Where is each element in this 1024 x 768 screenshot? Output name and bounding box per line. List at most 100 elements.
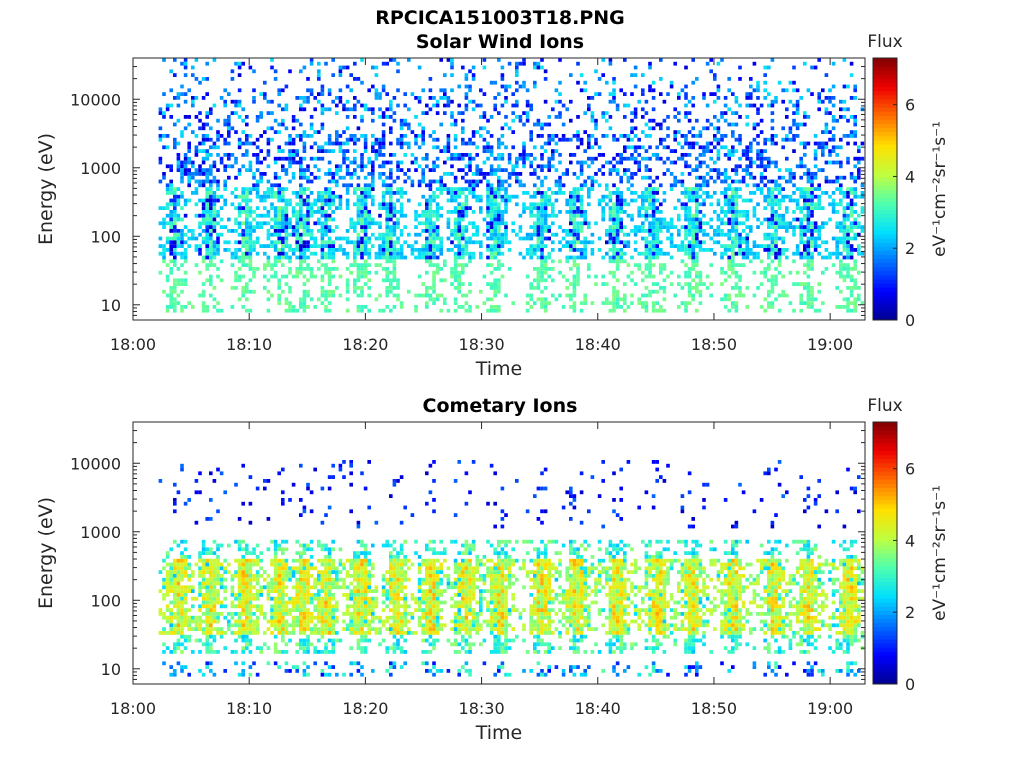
heatmap-cell bbox=[536, 217, 541, 222]
heatmap-cell bbox=[428, 134, 433, 138]
heatmap-cell bbox=[457, 286, 461, 290]
heatmap-cell bbox=[828, 130, 832, 134]
heatmap-cell bbox=[644, 111, 649, 115]
heatmap-cell bbox=[817, 225, 821, 229]
heatmap-cell bbox=[713, 134, 717, 138]
heatmap-cell bbox=[763, 73, 767, 77]
heatmap-cell bbox=[767, 137, 771, 142]
heatmap-cell bbox=[252, 96, 256, 100]
heatmap-cell bbox=[583, 293, 587, 298]
colorbar-tick-label: 2 bbox=[905, 239, 915, 258]
heatmap-cell bbox=[345, 255, 350, 260]
heatmap-cell bbox=[453, 206, 458, 210]
heatmap-cell bbox=[187, 198, 191, 203]
heatmap-cell bbox=[331, 251, 335, 256]
heatmap-cell bbox=[374, 141, 379, 146]
heatmap-cell bbox=[558, 248, 562, 252]
heatmap-cell bbox=[763, 308, 767, 313]
heatmap-cell bbox=[540, 232, 544, 237]
heatmap-cell bbox=[432, 236, 436, 241]
heatmap-cell bbox=[529, 225, 533, 229]
heatmap-cell bbox=[507, 240, 512, 245]
heatmap-cell bbox=[381, 88, 386, 93]
x-tick-label: 18:20 bbox=[342, 335, 388, 354]
heatmap-cell bbox=[284, 84, 289, 89]
heatmap-cell bbox=[432, 278, 436, 283]
heatmap-cell bbox=[439, 58, 443, 62]
heatmap-cell bbox=[263, 267, 267, 271]
heatmap-cell bbox=[860, 156, 865, 161]
heatmap-cell bbox=[299, 270, 303, 275]
heatmap-cell bbox=[655, 248, 659, 252]
heatmap-cell bbox=[245, 229, 249, 233]
heatmap-cell bbox=[320, 145, 325, 150]
heatmap-cell bbox=[180, 229, 184, 233]
heatmap-cell bbox=[803, 111, 807, 115]
heatmap-cell bbox=[338, 236, 343, 241]
heatmap-cell bbox=[414, 293, 418, 298]
heatmap-cell bbox=[608, 225, 613, 229]
heatmap-cell bbox=[464, 236, 469, 241]
heatmap-cell bbox=[792, 122, 796, 127]
heatmap-cell bbox=[435, 213, 440, 218]
heatmap-cell bbox=[500, 240, 505, 245]
heatmap-cell bbox=[417, 164, 422, 169]
heatmap-cell bbox=[803, 217, 807, 222]
heatmap-cell bbox=[461, 156, 465, 161]
heatmap-cell bbox=[248, 160, 253, 165]
heatmap-cell bbox=[345, 267, 350, 271]
heatmap-cell bbox=[345, 240, 350, 245]
heatmap-cell bbox=[623, 225, 627, 229]
heatmap-cell bbox=[543, 278, 548, 283]
heatmap-cell bbox=[662, 145, 667, 150]
heatmap-cell bbox=[673, 137, 677, 142]
heatmap-cell bbox=[230, 99, 235, 104]
heatmap-cell bbox=[641, 225, 645, 229]
heatmap-cell bbox=[266, 263, 271, 267]
heatmap-cell bbox=[277, 175, 281, 180]
heatmap-cell bbox=[763, 232, 767, 237]
heatmap-cell bbox=[417, 293, 422, 298]
heatmap-cell bbox=[612, 248, 616, 252]
heatmap-cell bbox=[302, 202, 307, 207]
heatmap-cell bbox=[158, 236, 163, 241]
heatmap-cell bbox=[615, 236, 620, 241]
heatmap-cell bbox=[205, 229, 209, 233]
heatmap-cell bbox=[173, 240, 177, 245]
heatmap-cell bbox=[659, 77, 663, 81]
heatmap-cell bbox=[263, 198, 267, 203]
heatmap-cell bbox=[767, 244, 771, 248]
heatmap-cell bbox=[813, 187, 818, 191]
heatmap-cell bbox=[716, 156, 721, 161]
heatmap-cell bbox=[504, 88, 508, 93]
heatmap-cell bbox=[651, 96, 656, 100]
heatmap-cell bbox=[770, 282, 775, 286]
heatmap-cell bbox=[795, 282, 800, 286]
heatmap-cell bbox=[543, 77, 548, 81]
heatmap-cell bbox=[245, 168, 249, 172]
heatmap-cell bbox=[230, 153, 235, 157]
heatmap-cell bbox=[450, 111, 454, 115]
heatmap-cell bbox=[482, 58, 487, 62]
heatmap-cell bbox=[216, 236, 220, 241]
heatmap-cell bbox=[173, 282, 177, 286]
heatmap-cell bbox=[849, 301, 854, 305]
heatmap-cell bbox=[540, 240, 544, 245]
heatmap-cell bbox=[450, 198, 454, 203]
heatmap-cell bbox=[849, 202, 854, 207]
heatmap-cell bbox=[651, 248, 656, 252]
heatmap-cell bbox=[399, 194, 404, 199]
heatmap-cell bbox=[626, 213, 631, 218]
heatmap-cell bbox=[338, 73, 343, 77]
heatmap-cell bbox=[583, 210, 587, 214]
heatmap-cell bbox=[194, 244, 199, 248]
heatmap-cell bbox=[691, 145, 695, 150]
heatmap-cell bbox=[540, 248, 544, 252]
heatmap-cell bbox=[439, 267, 443, 271]
heatmap-cell bbox=[792, 137, 796, 142]
heatmap-cell bbox=[774, 141, 778, 146]
heatmap-cell bbox=[302, 293, 307, 298]
heatmap-cell bbox=[572, 187, 577, 191]
heatmap-cell bbox=[367, 210, 371, 214]
heatmap-cell bbox=[453, 251, 458, 256]
